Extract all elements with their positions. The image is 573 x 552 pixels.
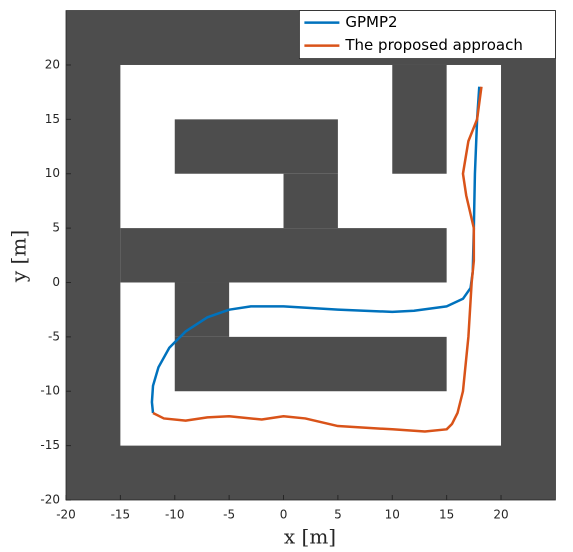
obstacle <box>174 282 230 337</box>
legend: GPMP2 The proposed approach <box>298 10 556 60</box>
x-axis-label: x [m] <box>284 525 336 549</box>
y-tick-label: -20 <box>40 493 60 507</box>
obstacle <box>174 119 338 174</box>
x-tick-label: 5 <box>334 508 342 522</box>
x-tick-label: -10 <box>165 508 185 522</box>
obstacle <box>392 64 447 174</box>
legend-label: GPMP2 <box>345 13 397 31</box>
y-tick-label: 10 <box>45 166 60 180</box>
x-tick-label: -20 <box>56 508 76 522</box>
legend-label: The proposed approach <box>344 36 522 54</box>
y-tick-label: 15 <box>45 112 60 126</box>
x-tick-label: 15 <box>439 508 454 522</box>
x-tick-label: -15 <box>111 508 131 522</box>
y-tick-label: 0 <box>52 275 60 289</box>
x-tick-label: 20 <box>493 508 508 522</box>
obstacle <box>174 336 447 392</box>
trajectory <box>152 86 483 433</box>
y-tick-label: 5 <box>52 221 60 235</box>
y-tick-label: -15 <box>40 438 60 452</box>
y-axis-label: y [m] <box>7 230 31 283</box>
x-tick-label: 10 <box>385 508 400 522</box>
y-tick-label: 20 <box>45 57 60 71</box>
obstacle <box>120 228 447 283</box>
x-tick-label: -5 <box>223 508 235 522</box>
x-tick-label: 0 <box>280 508 288 522</box>
legend-box <box>298 10 556 60</box>
y-tick-label: -10 <box>40 384 60 398</box>
obstacle <box>283 173 338 229</box>
y-tick-label: -5 <box>48 329 60 343</box>
